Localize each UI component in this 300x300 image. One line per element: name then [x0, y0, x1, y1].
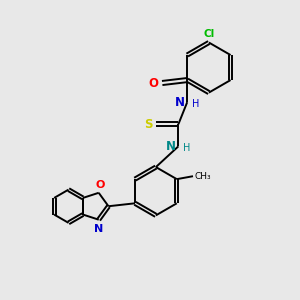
Text: Cl: Cl — [203, 29, 214, 39]
Text: CH₃: CH₃ — [194, 172, 211, 181]
Text: N: N — [94, 224, 103, 233]
Text: N: N — [175, 96, 185, 109]
Text: O: O — [149, 76, 159, 89]
Text: S: S — [144, 118, 153, 131]
Text: O: O — [95, 180, 105, 190]
Text: H: H — [192, 99, 199, 109]
Text: N: N — [166, 140, 176, 153]
Text: H: H — [183, 143, 190, 153]
